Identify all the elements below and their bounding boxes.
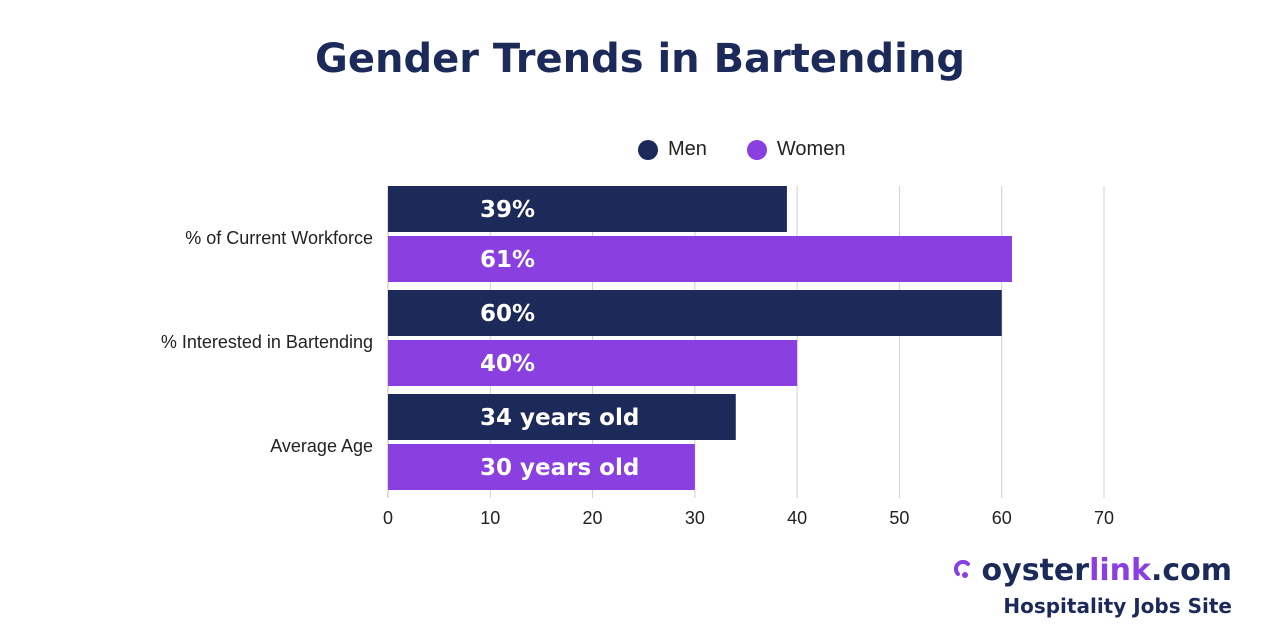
bar-women — [388, 236, 1012, 282]
legend-label-men: Men — [668, 138, 707, 160]
data-label: 60% — [480, 301, 535, 327]
data-label: 40% — [480, 351, 535, 377]
legend-item-women: Women — [746, 138, 846, 161]
bar-men — [388, 290, 1002, 336]
legend-swatch-women — [746, 139, 767, 160]
bar-women — [388, 340, 798, 386]
brand-name-prefix: oyster — [981, 553, 1090, 588]
chart-title: Gender Trends in Bartending — [315, 36, 965, 82]
data-label: 39% — [480, 197, 535, 223]
legend-item-men: Men — [638, 138, 707, 161]
oysterlink-swirl-icon — [953, 560, 970, 578]
brand-name-accent: link — [1089, 553, 1151, 588]
legend-swatch-men — [638, 139, 658, 160]
data-label: 61% — [480, 247, 535, 273]
data-label: 34 years old — [480, 405, 639, 431]
x-tick-label: 10 — [480, 508, 500, 528]
x-tick-label: 20 — [583, 508, 603, 528]
category-label: % of Current Workforce — [185, 228, 373, 248]
brand-logo: oyster link .com — [953, 553, 1232, 588]
data-label: 30 years old — [480, 455, 639, 481]
category-label: Average Age — [270, 436, 373, 456]
x-tick-label: 60 — [992, 508, 1012, 528]
x-tick-label: 30 — [685, 508, 705, 528]
category-label: % Interested in Bartending — [161, 332, 373, 352]
x-tick-label: 50 — [889, 508, 909, 528]
bar-women — [388, 444, 695, 490]
brand-tagline: Hospitality Jobs Site — [1003, 594, 1232, 618]
bar-men — [388, 186, 787, 232]
x-tick-label: 0 — [383, 508, 393, 528]
bar-men — [388, 394, 736, 440]
legend-label-women: Women — [776, 138, 846, 160]
x-tick-label: 40 — [787, 508, 807, 528]
brand-name-suffix: .com — [1150, 553, 1232, 588]
brand-block: oyster link .com Hospitality Jobs Site — [953, 553, 1232, 618]
x-tick-label: 70 — [1094, 508, 1114, 528]
legend: Men Women — [638, 138, 885, 161]
